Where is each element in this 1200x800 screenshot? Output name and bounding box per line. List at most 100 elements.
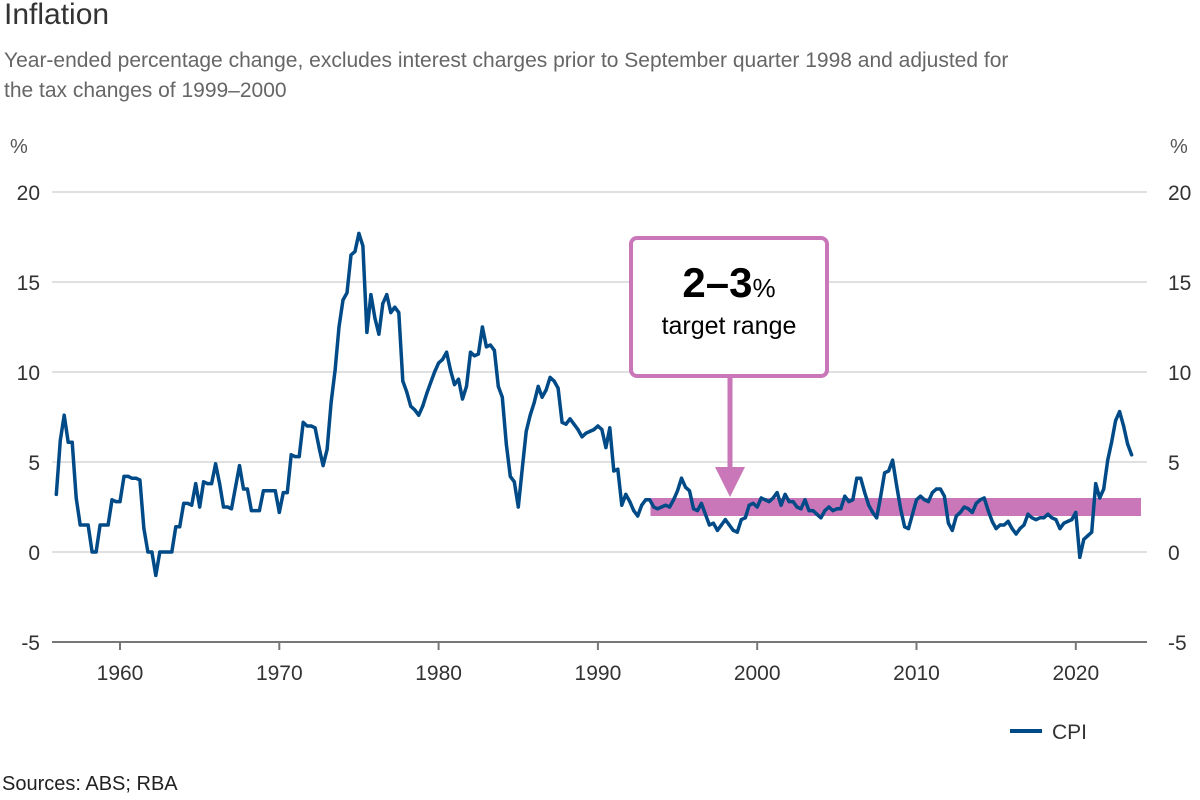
- data-point: [62, 413, 66, 417]
- data-point: [233, 485, 238, 489]
- data-point: [206, 482, 210, 486]
- x-tick-label-1960: 1960: [97, 662, 144, 685]
- data-point: [1026, 512, 1030, 516]
- x-tick-label-2010: 2010: [893, 662, 940, 685]
- data-point: [815, 512, 819, 516]
- callout-arrow-group: [715, 376, 745, 497]
- y-tick-left-15: 15: [17, 272, 40, 295]
- data-point: [903, 525, 907, 529]
- data-point: [612, 469, 616, 473]
- data-point: [887, 469, 891, 473]
- data-point: [405, 390, 409, 394]
- data-point: [126, 474, 130, 478]
- data-point: [544, 388, 548, 392]
- data-point: [779, 503, 783, 507]
- data-point: [1058, 527, 1062, 531]
- data-point: [1090, 530, 1094, 534]
- data-point: [787, 500, 791, 504]
- data-point: [624, 492, 628, 496]
- y-axis-right: -5 0 5 10 15 20: [1168, 182, 1191, 655]
- data-point: [699, 501, 704, 505]
- data-point: [508, 474, 512, 478]
- data-point: [1050, 516, 1054, 520]
- data-point: [592, 428, 596, 432]
- data-point: [1018, 527, 1022, 531]
- data-point: [970, 510, 974, 514]
- data-point: [369, 293, 373, 297]
- data-point: [365, 330, 369, 334]
- data-point: [285, 491, 289, 495]
- data-point: [1042, 516, 1046, 520]
- data-point: [134, 476, 138, 480]
- data-point: [341, 298, 345, 302]
- data-point: [835, 507, 839, 511]
- data-point: [174, 525, 178, 529]
- data-point: [807, 509, 811, 513]
- data-point: [178, 525, 182, 529]
- data-point: [353, 249, 357, 253]
- data-point: [393, 305, 397, 309]
- data-point: [763, 498, 767, 502]
- data-point: [142, 527, 146, 531]
- data-point: [488, 343, 492, 347]
- data-point: [656, 507, 660, 511]
- y-tick-right-15: 15: [1168, 272, 1191, 295]
- data-point: [74, 496, 78, 500]
- data-point: [118, 500, 122, 504]
- data-point: [269, 489, 273, 493]
- x-tick-label-1980: 1980: [415, 662, 462, 685]
- sources-note: Sources: ABS; RBA: [2, 773, 178, 795]
- data-point: [349, 253, 353, 257]
- data-point: [82, 523, 86, 527]
- data-point: [751, 501, 755, 505]
- data-point: [1014, 532, 1018, 536]
- data-point: [588, 429, 592, 433]
- data-point: [70, 440, 74, 444]
- data-point: [707, 523, 712, 527]
- y-tick-right-0: 0: [1168, 542, 1180, 565]
- y-axis-unit-left: %: [10, 136, 28, 158]
- data-point: [452, 383, 457, 387]
- data-point: [847, 500, 851, 504]
- data-point: [982, 496, 986, 500]
- data-point: [572, 422, 576, 426]
- data-point: [628, 500, 632, 504]
- data-point: [660, 505, 664, 509]
- legend: CPI: [1010, 721, 1087, 744]
- y-tick-left-10: 10: [17, 362, 40, 385]
- data-point: [425, 392, 429, 396]
- data-point: [520, 467, 524, 471]
- data-point: [58, 438, 62, 442]
- data-point: [584, 431, 588, 435]
- data-point: [413, 408, 417, 412]
- data-point: [357, 231, 361, 235]
- data-point: [249, 509, 253, 513]
- data-point: [345, 291, 349, 295]
- data-point: [158, 550, 162, 554]
- data-point: [839, 507, 843, 511]
- data-point: [962, 505, 966, 509]
- data-point: [910, 512, 915, 516]
- y-tick-right-5: 5: [1168, 452, 1180, 475]
- data-point: [1118, 410, 1122, 414]
- data-point: [78, 523, 82, 527]
- data-point: [337, 325, 341, 329]
- cpi-series-group: [54, 231, 1134, 578]
- data-point: [727, 523, 731, 527]
- data-point: [441, 357, 445, 361]
- data-point: [456, 377, 461, 381]
- data-point: [409, 404, 413, 408]
- data-point: [652, 505, 656, 509]
- data-point: [783, 492, 787, 496]
- data-point: [429, 381, 433, 385]
- data-point: [496, 384, 500, 388]
- x-tick-label-1990: 1990: [575, 662, 622, 685]
- data-point: [114, 500, 118, 504]
- data-point: [743, 516, 747, 520]
- data-point: [297, 455, 301, 459]
- data-point: [723, 518, 727, 522]
- data-point: [843, 494, 847, 498]
- gridlines: [52, 191, 1147, 553]
- data-point: [301, 420, 305, 424]
- data-point: [739, 518, 743, 522]
